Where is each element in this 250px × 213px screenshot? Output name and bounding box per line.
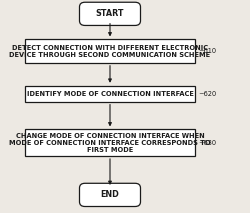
- Text: END: END: [100, 190, 119, 199]
- Text: DETECT CONNECTION WITH DIFFERENT ELECTRONIC
DEVICE THROUGH SECOND COMMUNICATION : DETECT CONNECTION WITH DIFFERENT ELECTRO…: [10, 45, 210, 58]
- Bar: [25, 86, 195, 102]
- Bar: [25, 129, 195, 156]
- FancyBboxPatch shape: [80, 183, 140, 207]
- Text: CHANGE MODE OF CONNECTION INTERFACE WHEN
MODE OF CONNECTION INTERFACE CORRESPOND: CHANGE MODE OF CONNECTION INTERFACE WHEN…: [9, 133, 211, 153]
- Text: ~610: ~610: [199, 48, 217, 54]
- Text: IDENTIFY MODE OF CONNECTION INTERFACE: IDENTIFY MODE OF CONNECTION INTERFACE: [26, 91, 194, 97]
- FancyBboxPatch shape: [80, 2, 140, 25]
- Bar: [25, 39, 195, 63]
- Text: ~630: ~630: [199, 140, 217, 146]
- Text: START: START: [96, 9, 124, 18]
- Text: ~620: ~620: [199, 91, 217, 97]
